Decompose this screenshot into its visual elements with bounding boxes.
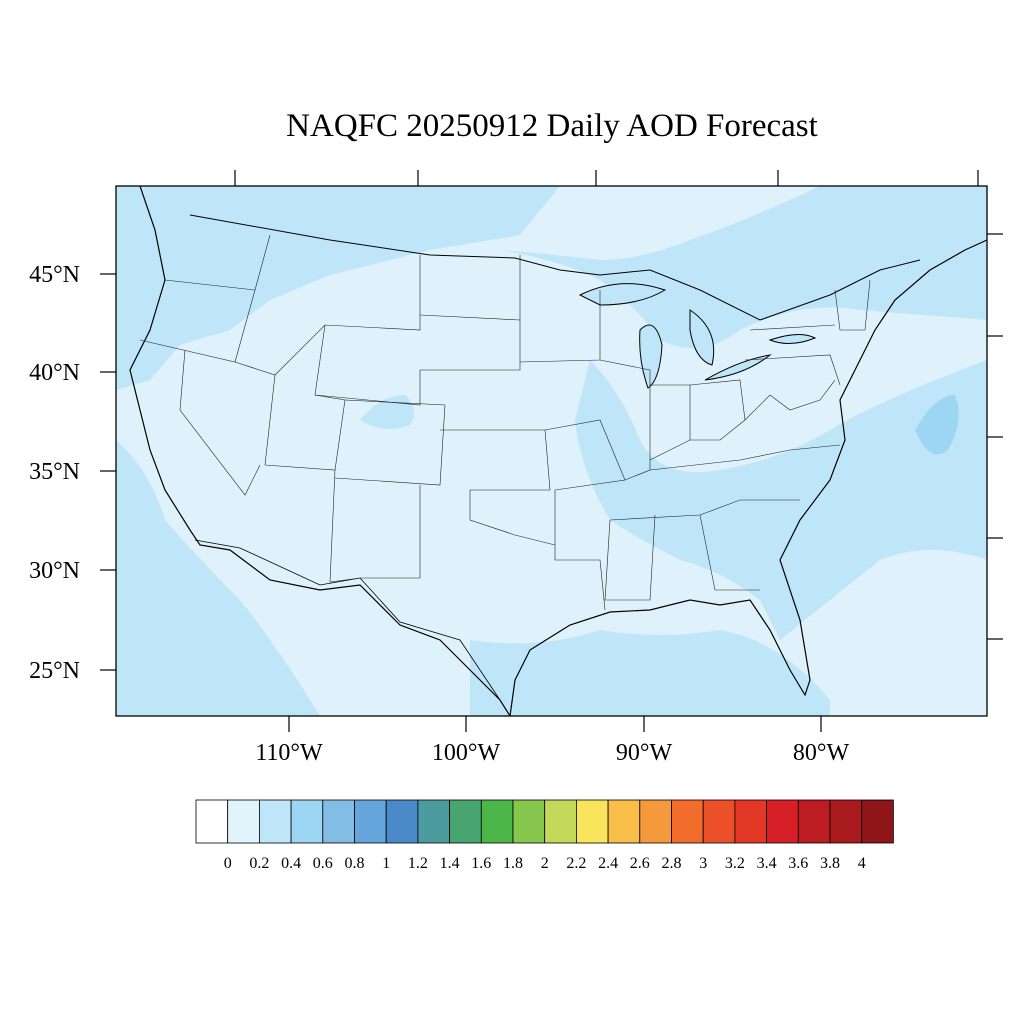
lon-label: 110°W <box>255 740 323 766</box>
colorbar-label: 1.4 <box>440 855 460 872</box>
aod-patch-pacific <box>116 440 320 716</box>
colorbar-swatch <box>480 799 514 844</box>
colorbar-swatch <box>607 799 641 844</box>
colorbar-swatch <box>766 799 799 844</box>
lake-superior <box>578 283 667 306</box>
colorbar-swatch <box>734 799 768 844</box>
colorbar-swatch <box>385 799 419 844</box>
colorbar-swatch <box>861 799 894 844</box>
colorbar-swatch <box>671 799 704 844</box>
colorbar-label: 2 <box>541 855 549 872</box>
map-title: NAQFC 20250912 Daily AOD Forecast <box>286 108 818 144</box>
longitude-labels: 110°W 100°W 90°W 80°W <box>255 740 849 766</box>
latitude-labels: 45°N 40°N 35°N 30°N 25°N <box>29 262 80 684</box>
aod-patch-colorado <box>360 395 414 429</box>
colorbar-label: 1 <box>382 855 390 872</box>
colorbar-swatch <box>576 799 609 844</box>
colorbar-swatch <box>195 799 229 844</box>
colorbar-label: 1.6 <box>471 855 491 872</box>
colorbar-swatch <box>544 799 577 844</box>
aod-patch-great-lakes <box>500 186 987 348</box>
coastline-gulf-atlantic <box>509 239 987 716</box>
lake-ontario <box>768 334 817 344</box>
lat-label: 25°N <box>29 658 80 684</box>
lat-label: 45°N <box>29 262 80 288</box>
colorbar-label: 3.6 <box>788 855 808 872</box>
colorbar-swatch <box>639 799 672 844</box>
colorbar-label: 3.4 <box>757 855 777 872</box>
lat-label: 35°N <box>29 459 80 485</box>
colorbar-swatch <box>797 799 831 844</box>
colorbar-label: 2.6 <box>630 855 650 872</box>
map-ticks <box>100 170 1003 732</box>
colorbar-label: 1.2 <box>408 855 428 872</box>
state-boundaries <box>139 234 871 611</box>
colorbar-swatch <box>227 799 260 844</box>
colorbar-label: 3.8 <box>820 855 840 872</box>
colorbar-label: 1.8 <box>503 855 523 872</box>
colorbar-swatch <box>702 799 736 844</box>
colorbar-swatch <box>512 799 546 844</box>
colorbar-swatch <box>258 799 292 844</box>
colorbar-label: 0.8 <box>345 855 365 872</box>
colorbar-swatch <box>290 799 324 844</box>
colorbar-label: 0.6 <box>313 855 333 872</box>
colorbar: 0 0.2 0.4 0.6 0.8 1 1.2 1.4 1.6 1.8 2 2.2 2.4 2.6 2.8 3… <box>195 799 894 872</box>
colorbar-label: 2.4 <box>598 855 618 872</box>
colorbar-label: 4 <box>858 855 866 872</box>
aod-patch-northwest <box>116 186 560 390</box>
colorbar-label: 2.8 <box>662 855 682 872</box>
coastline-west-mexico <box>129 186 511 716</box>
lake-michigan <box>639 324 663 389</box>
map-plot-area <box>116 186 987 716</box>
colorbar-swatch <box>449 799 482 844</box>
lon-label: 90°W <box>616 740 673 766</box>
colorbar-label: 2.2 <box>566 855 586 872</box>
border-canada <box>189 214 921 321</box>
colorbar-label: 0.2 <box>249 855 269 872</box>
lat-label: 30°N <box>29 558 80 584</box>
aod-patch-gulf <box>470 630 830 716</box>
colorbar-swatch <box>322 799 355 844</box>
lon-label: 80°W <box>793 740 850 766</box>
map-frame <box>115 185 988 717</box>
colorbar-label: 0 <box>224 855 232 872</box>
lat-label: 40°N <box>29 360 80 386</box>
colorbar-swatch <box>829 799 863 844</box>
colorbar-label: 3.2 <box>725 855 745 872</box>
lon-label: 100°W <box>432 740 501 766</box>
colorbar-label: 0.4 <box>281 855 301 872</box>
colorbar-swatch <box>417 799 450 844</box>
colorbar-label: 3 <box>699 855 707 872</box>
lake-huron <box>689 309 715 366</box>
aod-patch-atlantic-high <box>915 395 959 455</box>
lake-erie <box>704 354 772 381</box>
colorbar-swatch <box>354 799 387 844</box>
